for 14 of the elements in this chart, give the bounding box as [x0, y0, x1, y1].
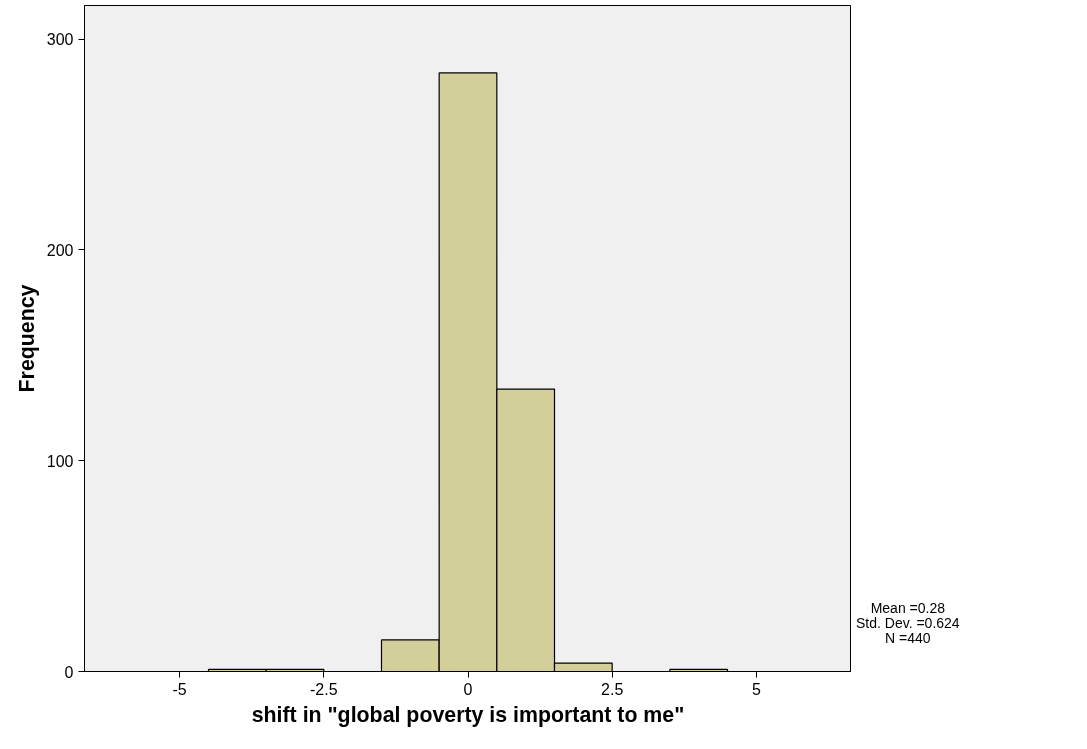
x-tick-label: 2.5 — [601, 680, 624, 698]
y-tick-label: 0 — [64, 663, 74, 681]
y-axis-title: Frequency — [14, 284, 39, 393]
y-tick-label: 100 — [46, 452, 74, 470]
x-tick-label: -2.5 — [310, 680, 338, 698]
text: Mean =0.28 — [869, 600, 946, 616]
x-axis-title: shift in "global poverty is important to me" — [251, 702, 685, 727]
y-tick-label: 300 — [46, 31, 74, 49]
text: Std. Dev. =0.624 — [856, 615, 960, 631]
y-tick-label: 200 — [46, 241, 74, 259]
x-tick-label: 5 — [751, 680, 761, 698]
x-tick-label: 0 — [463, 680, 473, 698]
x-tick-label: -5 — [172, 680, 187, 698]
text: N =440 — [884, 630, 932, 646]
